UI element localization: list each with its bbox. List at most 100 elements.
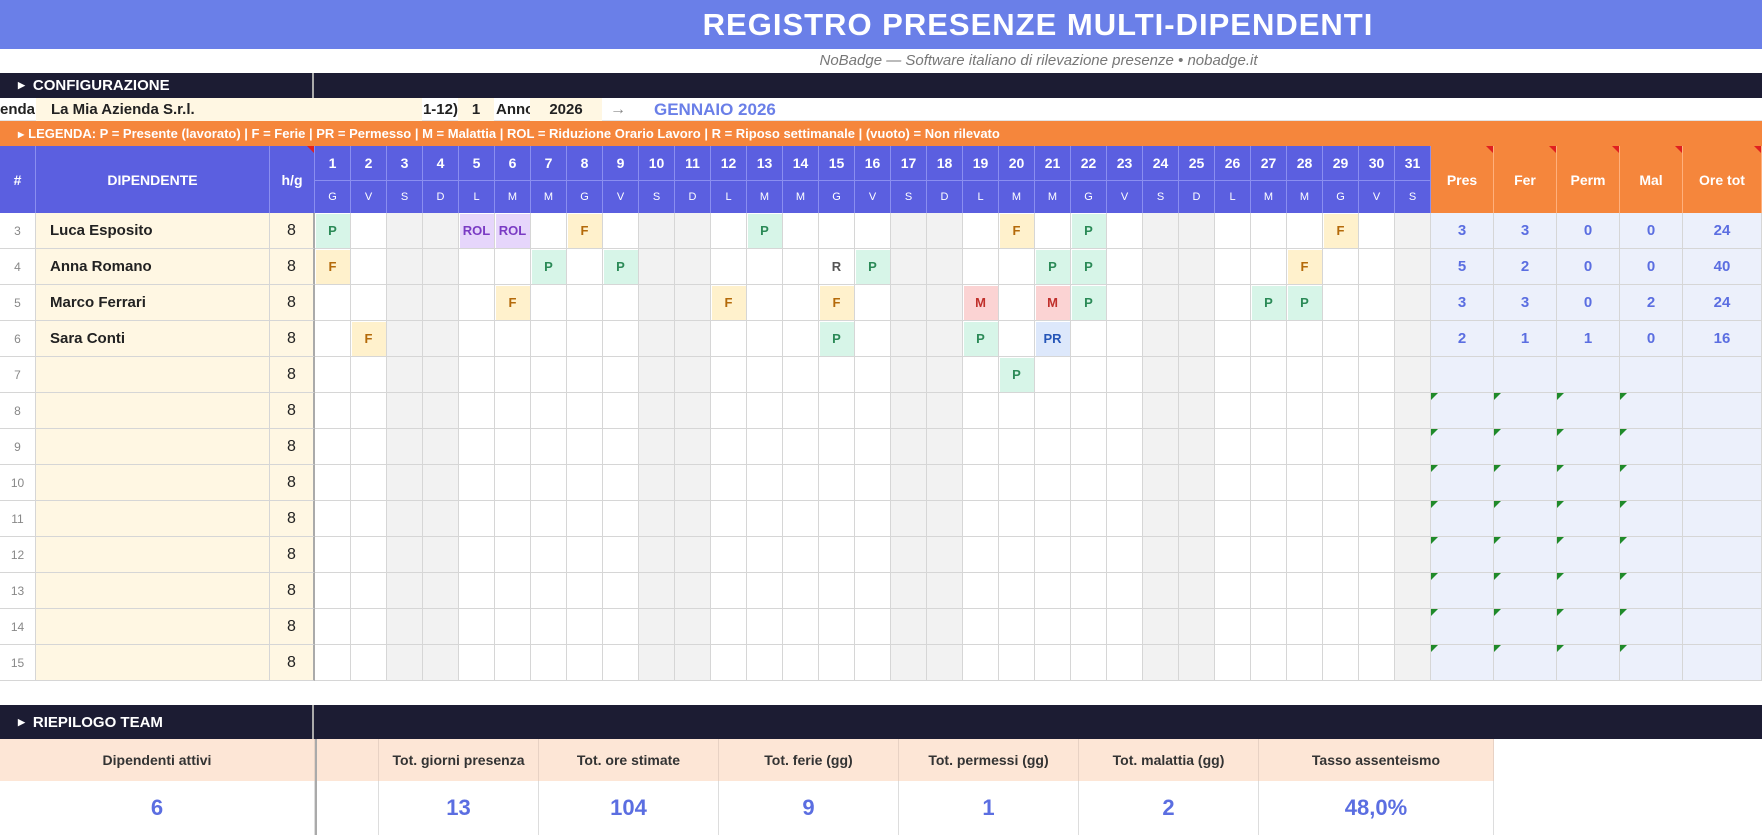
day-cell[interactable] <box>423 249 459 285</box>
day-cell[interactable] <box>1323 501 1359 537</box>
day-cell[interactable] <box>891 213 927 249</box>
day-cell[interactable] <box>567 537 603 573</box>
day-cell[interactable] <box>603 609 639 645</box>
day-cell[interactable] <box>1035 357 1071 393</box>
day-cell[interactable] <box>1071 645 1107 681</box>
hours-per-day-cell[interactable]: 8 <box>270 213 315 249</box>
day-cell[interactable] <box>855 573 891 609</box>
day-cell[interactable] <box>1143 501 1179 537</box>
day-cell[interactable] <box>999 609 1035 645</box>
day-cell[interactable] <box>783 357 819 393</box>
day-cell[interactable] <box>531 393 567 429</box>
day-cell[interactable] <box>1395 285 1431 321</box>
day-cell[interactable] <box>1035 213 1071 249</box>
day-cell[interactable]: P <box>819 321 855 357</box>
day-cell[interactable] <box>1287 321 1323 357</box>
day-cell[interactable]: F <box>1323 213 1359 249</box>
day-cell[interactable] <box>1323 357 1359 393</box>
day-cell[interactable] <box>1323 537 1359 573</box>
hours-per-day-cell[interactable]: 8 <box>270 645 315 681</box>
day-cell[interactable] <box>603 465 639 501</box>
day-cell[interactable] <box>1251 573 1287 609</box>
day-cell[interactable] <box>639 573 675 609</box>
day-cell[interactable] <box>1287 393 1323 429</box>
mese-field[interactable]: 1 <box>458 98 494 121</box>
hours-per-day-cell[interactable]: 8 <box>270 573 315 609</box>
day-cell[interactable] <box>855 213 891 249</box>
day-cell[interactable] <box>1395 645 1431 681</box>
day-cell[interactable] <box>1323 573 1359 609</box>
day-cell[interactable] <box>603 285 639 321</box>
day-cell[interactable]: P <box>1071 213 1107 249</box>
day-cell[interactable] <box>423 321 459 357</box>
day-cell[interactable] <box>459 249 495 285</box>
hours-per-day-cell[interactable]: 8 <box>270 465 315 501</box>
day-cell[interactable] <box>711 357 747 393</box>
day-cell[interactable]: P <box>603 249 639 285</box>
day-cell[interactable] <box>1359 645 1395 681</box>
day-cell[interactable] <box>1251 501 1287 537</box>
day-cell[interactable] <box>891 537 927 573</box>
day-cell[interactable] <box>351 429 387 465</box>
day-cell[interactable] <box>531 645 567 681</box>
day-cell[interactable] <box>1107 213 1143 249</box>
day-cell[interactable] <box>675 573 711 609</box>
day-cell[interactable] <box>1035 393 1071 429</box>
day-cell[interactable] <box>1071 429 1107 465</box>
day-cell[interactable] <box>1143 393 1179 429</box>
day-cell[interactable] <box>495 501 531 537</box>
day-cell[interactable] <box>891 357 927 393</box>
day-cell[interactable] <box>387 645 423 681</box>
day-cell[interactable] <box>531 465 567 501</box>
day-cell[interactable] <box>1215 609 1251 645</box>
day-cell[interactable] <box>495 537 531 573</box>
day-cell[interactable] <box>1359 213 1395 249</box>
day-cell[interactable] <box>1179 357 1215 393</box>
day-cell[interactable] <box>1179 573 1215 609</box>
day-cell[interactable] <box>1107 393 1143 429</box>
day-cell[interactable] <box>639 285 675 321</box>
day-cell[interactable] <box>1287 429 1323 465</box>
day-cell[interactable] <box>999 393 1035 429</box>
day-cell[interactable] <box>927 393 963 429</box>
day-cell[interactable] <box>927 537 963 573</box>
day-cell[interactable] <box>1107 537 1143 573</box>
day-cell[interactable] <box>459 609 495 645</box>
day-cell[interactable] <box>1143 465 1179 501</box>
day-cell[interactable] <box>639 501 675 537</box>
day-cell[interactable] <box>531 321 567 357</box>
day-cell[interactable] <box>1143 573 1179 609</box>
day-cell[interactable] <box>1395 213 1431 249</box>
employee-name-cell[interactable] <box>36 429 270 465</box>
day-cell[interactable] <box>999 501 1035 537</box>
day-cell[interactable] <box>495 429 531 465</box>
day-cell[interactable] <box>963 501 999 537</box>
azienda-field[interactable]: La Mia Azienda S.r.l. <box>36 98 422 121</box>
day-cell[interactable] <box>1179 249 1215 285</box>
day-cell[interactable] <box>1359 357 1395 393</box>
day-cell[interactable] <box>1251 645 1287 681</box>
day-cell[interactable] <box>459 573 495 609</box>
day-cell[interactable] <box>567 357 603 393</box>
day-cell[interactable] <box>783 573 819 609</box>
day-cell[interactable] <box>351 213 387 249</box>
day-cell[interactable] <box>351 249 387 285</box>
day-cell[interactable]: P <box>747 213 783 249</box>
day-cell[interactable] <box>1287 573 1323 609</box>
day-cell[interactable] <box>711 249 747 285</box>
day-cell[interactable] <box>1035 537 1071 573</box>
day-cell[interactable] <box>423 501 459 537</box>
day-cell[interactable] <box>747 645 783 681</box>
day-cell[interactable] <box>351 357 387 393</box>
day-cell[interactable] <box>927 213 963 249</box>
day-cell[interactable] <box>315 429 351 465</box>
day-cell[interactable] <box>459 465 495 501</box>
day-cell[interactable]: F <box>567 213 603 249</box>
day-cell[interactable] <box>603 393 639 429</box>
day-cell[interactable] <box>999 465 1035 501</box>
day-cell[interactable] <box>927 429 963 465</box>
day-cell[interactable] <box>1107 609 1143 645</box>
day-cell[interactable] <box>711 321 747 357</box>
day-cell[interactable] <box>783 609 819 645</box>
day-cell[interactable] <box>747 609 783 645</box>
